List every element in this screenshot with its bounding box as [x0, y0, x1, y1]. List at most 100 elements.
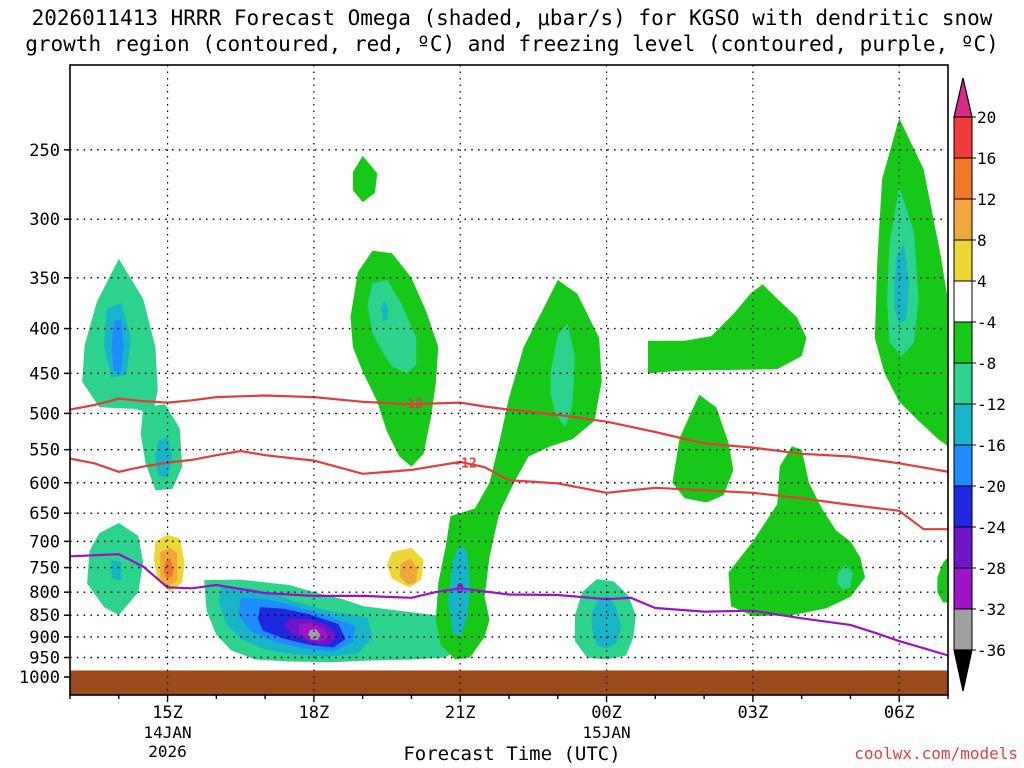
colorbar-label-neg8: -8: [977, 354, 996, 373]
y-tick-label-550: 550: [29, 441, 60, 461]
y-tick-label-950: 950: [29, 648, 60, 668]
omega-17z-pos: [257, 519, 380, 582]
colorbar-swatch-neg28: [953, 567, 973, 610]
x-tick-label-03Z: 03Z: [738, 703, 769, 723]
y-tick-label-500: 500: [29, 404, 60, 424]
omega-01z-band: [648, 284, 807, 374]
y-tick-label-800: 800: [29, 583, 60, 603]
x-tick-label-15Z: 15Z: [152, 703, 183, 723]
x-tick-sublabel-15JAN: 15JAN: [582, 723, 630, 742]
x-tick-sublabel-14JAN: 14JAN: [143, 723, 191, 742]
colorbar-swatch-neg4: [953, 321, 973, 364]
omega-22z-column: [435, 280, 602, 660]
y-tick-label-450: 450: [29, 364, 60, 384]
omega-06z-upper: [874, 118, 948, 447]
omega-contour-4: [887, 636, 948, 661]
colorbar-swatch-20: [953, 116, 973, 159]
omega-contour-12: [399, 558, 418, 585]
y-tick-label-900: 900: [29, 628, 60, 648]
colorbar: 20 16 12 8 4 -4 -8 -12 -16 -20 -24 -28 -32 -36: [953, 77, 1006, 692]
y-tick-label-300: 300: [29, 210, 60, 230]
omega-contour-neg16: [111, 318, 124, 372]
freezing-level-label: 0: [456, 582, 464, 597]
omega-contour-4: [257, 519, 380, 582]
colorbar-label-neg28: -28: [977, 559, 1006, 578]
omega-01z-pos: [640, 544, 680, 614]
colorbar-swatch-4: [953, 280, 973, 323]
colorbar-swatch-neg16: [953, 444, 973, 487]
colorbar-swatch-12: [953, 198, 973, 241]
omega-19z-top: [352, 155, 378, 203]
omega-contour-neg4: [728, 446, 866, 617]
y-tick-label-650: 650: [29, 504, 60, 524]
omega-contour-neg12: [111, 559, 122, 581]
omega-05z-pos: [806, 87, 948, 661]
y-tick-label-750: 750: [29, 559, 60, 579]
omega-20z-pos: [365, 535, 439, 598]
dendritic-top-line: [70, 394, 948, 473]
colorbar-label-neg12: -12: [977, 395, 1006, 414]
colorbar-top-arrow: [953, 77, 973, 118]
omega-23z-pos: [535, 126, 566, 604]
y-tick-label-850: 850: [29, 606, 60, 626]
colorbar-label-neg16: -16: [977, 436, 1006, 455]
y-axis: 2503003504004505005506006507007508008509…: [19, 141, 70, 688]
omega-contour-neg4: [352, 155, 378, 203]
omega-contour-neg12: [381, 301, 389, 321]
omega-contour-4: [535, 559, 566, 604]
ground-layer: [70, 670, 948, 695]
colorbar-swatch-8: [953, 239, 973, 282]
colorbar-swatch-16: [953, 157, 973, 200]
omega-contour-neg8: [367, 280, 417, 374]
y-tick-label-350: 350: [29, 269, 60, 289]
omega-02z-mid: [672, 394, 734, 503]
colorbar-label-12: 12: [977, 190, 996, 209]
chart-title-line-2: growth region (contoured, red, ºC) and f…: [25, 32, 999, 56]
x-axis-label: Forecast Time (UTC): [403, 743, 621, 765]
y-tick-label-700: 700: [29, 532, 60, 552]
omega-contour-neg4: [937, 557, 948, 603]
x-tick-label-06Z: 06Z: [884, 703, 915, 723]
freezing-level-line: [70, 553, 948, 657]
dendritic-top-label: -18: [400, 398, 424, 413]
colorbar-swatch-neg32: [953, 608, 973, 651]
site-credit: coolwx.com/models: [854, 744, 1018, 763]
colorbar-label-4: 4: [977, 272, 987, 291]
colorbar-label-neg24: -24: [977, 518, 1006, 537]
colorbar-swatch-neg8: [953, 362, 973, 405]
chart-title-line-1: 2026011413 HRRR Forecast Omega (shaded, …: [31, 6, 993, 30]
omega-18z-low: [204, 579, 461, 663]
y-tick-label-400: 400: [29, 320, 60, 340]
colorbar-swatch-neg20: [953, 485, 973, 528]
colorbar-label-neg32: -32: [977, 600, 1006, 619]
dendritic-bottom-label: -12: [453, 456, 476, 471]
omega-contour-4: [552, 126, 563, 209]
colorbar-label-neg20: -20: [977, 477, 1006, 496]
omega-contour-neg32: [308, 629, 321, 640]
omega-contour-neg4: [672, 394, 734, 503]
x-tick-label-21Z: 21Z: [445, 703, 476, 723]
omega-contour-neg8: [550, 323, 575, 427]
colorbar-label-20: 20: [977, 108, 996, 127]
omega-contour-neg8: [836, 565, 853, 590]
colorbar-swatch-neg12: [953, 403, 973, 446]
omega-03z-low: [728, 446, 866, 617]
y-tick-label-1000: 1000: [19, 668, 60, 688]
colorbar-label-8: 8: [977, 231, 987, 250]
omega-contour-4: [640, 544, 680, 614]
colorbar-swatch-neg24: [953, 526, 973, 569]
colorbar-label-neg4: -4: [977, 313, 996, 332]
omega-06z-right-low: [937, 557, 948, 603]
y-tick-label-250: 250: [29, 141, 60, 161]
omega-contour-16: [163, 558, 174, 579]
colorbar-bottom-arrow: [953, 649, 973, 692]
omega-contour-4: [806, 87, 870, 193]
omega-19z-upper: [350, 250, 439, 467]
x-tick-label-00Z: 00Z: [591, 703, 622, 723]
colorbar-label-16: 16: [977, 149, 996, 168]
x-tick-label-18Z: 18Z: [299, 703, 330, 723]
omega-15z-mid: [140, 404, 183, 491]
omega-contour-neg12: [894, 243, 909, 324]
